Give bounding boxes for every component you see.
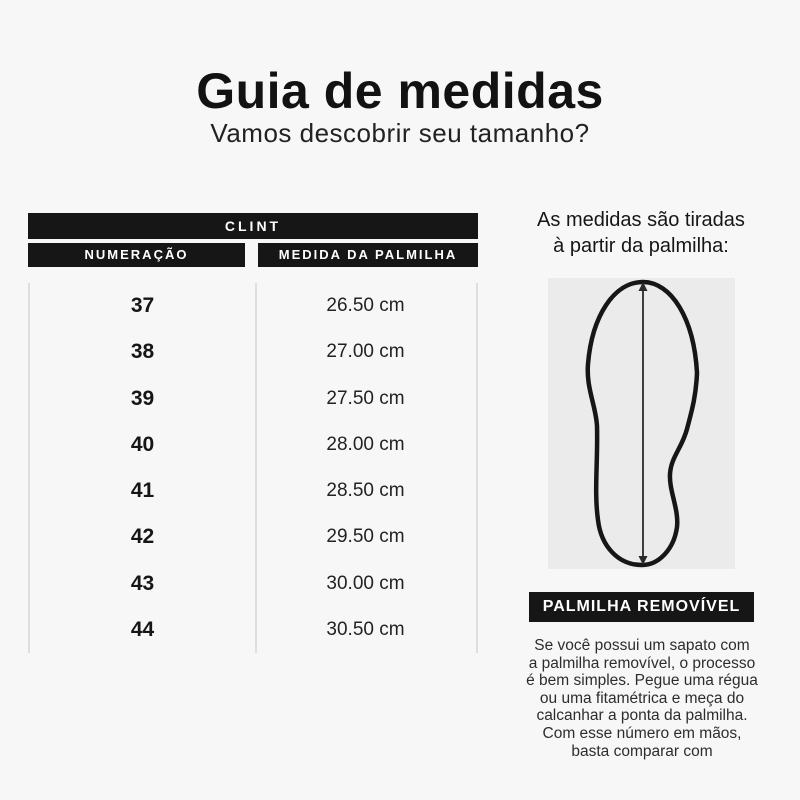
column-divider: [255, 283, 257, 653]
insole-measure-value: 28.00 cm: [326, 433, 405, 455]
insole-measure-value: 27.50 cm: [326, 387, 405, 409]
instructions-line: Se você possui um sapato com: [534, 637, 750, 654]
insole-measure-value: 29.50 cm: [326, 526, 405, 548]
insole-measure-value: 26.50 cm: [326, 295, 405, 317]
removable-insole-badge: PALMILHA REMOVÍVEL: [529, 592, 754, 622]
size-value: 37: [130, 294, 155, 318]
instructions-line: a palmilha removível, o processo: [528, 654, 756, 672]
brand-header: CLINT: [28, 213, 478, 239]
instructions-paragraph: Se você possui um sapato com a palmilha …: [497, 637, 787, 760]
insole-measure-value: 30.50 cm: [326, 618, 405, 640]
insole-outline-icon: [585, 279, 700, 568]
table-row: 40 28.00 cm: [30, 422, 476, 468]
table-row: 38 27.00 cm: [30, 329, 476, 375]
size-table: CLINT NUMERAÇÃO MEDIDA DA PALMILHA 37 26…: [28, 213, 478, 653]
size-value: 44: [130, 617, 155, 641]
table-row: 43 30.00 cm: [30, 561, 476, 607]
length-arrow-top-head: [638, 282, 648, 291]
table-row: 42 29.50 cm: [30, 514, 476, 560]
size-value: 42: [130, 525, 155, 549]
instructions-line: é bem simples. Pegue uma régua: [526, 672, 758, 690]
table-row: 39 27.50 cm: [30, 376, 476, 422]
size-value: 39: [130, 386, 155, 410]
page-title: Guia de medidas: [196, 63, 604, 119]
table-row: 41 28.50 cm: [30, 468, 476, 514]
instructions-line: calcanhar a ponta da palmilha.: [536, 707, 748, 725]
column-header-numeracao: NUMERAÇÃO: [28, 243, 245, 267]
measure-intro-text: As medidas são tiradas à partir da palmi…: [501, 207, 781, 259]
insole-illustration: [548, 278, 735, 569]
measure-intro-line2: à partir da palmilha:: [553, 235, 729, 257]
size-table-body: 37 26.50 cm 38 27.00 cm 39 27.50 cm 40 2…: [28, 283, 478, 653]
instructions-line: basta comparar com: [571, 742, 713, 760]
table-column-headers: NUMERAÇÃO MEDIDA DA PALMILHA: [28, 243, 478, 267]
table-row: 44 30.50 cm: [30, 607, 476, 653]
size-value: 41: [130, 479, 155, 503]
size-value: 43: [130, 571, 155, 595]
insole-measure-value: 27.00 cm: [326, 341, 405, 363]
size-value: 38: [130, 340, 155, 364]
table-row: 37 26.50 cm: [30, 283, 476, 329]
measure-intro-line1: As medidas são tiradas: [537, 209, 745, 231]
column-header-medida: MEDIDA DA PALMILHA: [258, 243, 478, 267]
instructions-line: Com esse número em mãos,: [542, 724, 742, 742]
page-subtitle: Vamos descobrir seu tamanho?: [210, 118, 590, 148]
insole-measure-value: 30.00 cm: [326, 572, 405, 594]
instructions-line: ou uma fitamétrica e meça do: [539, 689, 745, 707]
insole-measure-value: 28.50 cm: [326, 480, 405, 502]
insole-outline-path: [585, 279, 700, 568]
length-arrow-bottom-head: [638, 556, 648, 565]
size-value: 40: [130, 432, 155, 456]
